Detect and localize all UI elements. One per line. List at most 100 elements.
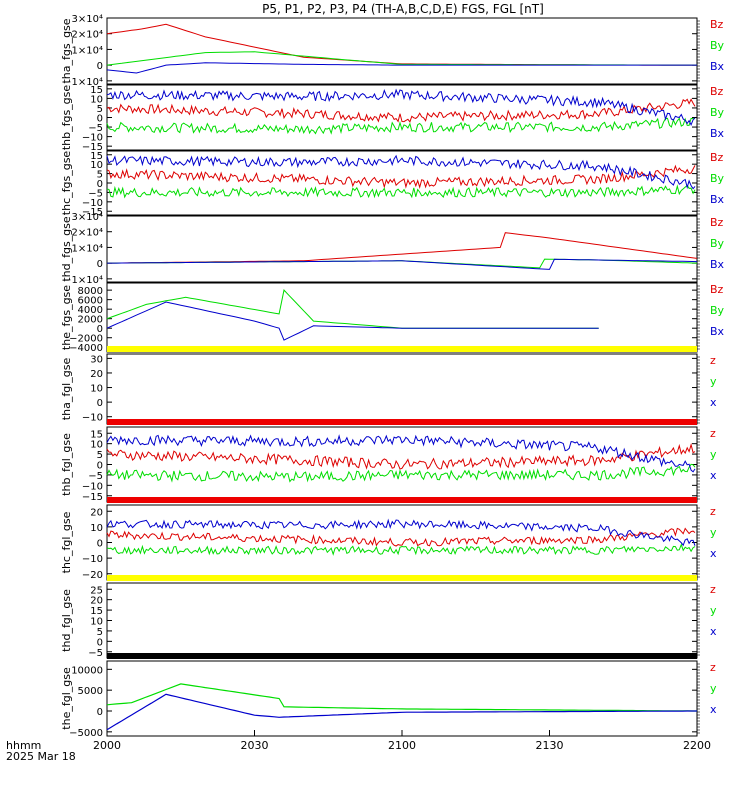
availability-bar bbox=[107, 497, 697, 503]
time-axis-label-hhmm: hhmm bbox=[6, 739, 41, 752]
legend-z: z bbox=[710, 427, 716, 440]
legend-bz: Bz bbox=[710, 18, 724, 31]
panel-frame bbox=[106, 582, 698, 659]
y-tick-label: −10 bbox=[82, 198, 103, 209]
y-tick-label: 0 bbox=[97, 707, 103, 718]
legend-bx: Bx bbox=[710, 325, 725, 338]
availability-bar bbox=[107, 653, 697, 659]
y-tick-label: 15 bbox=[90, 429, 103, 440]
panel-ylabel: thd_fgl_gse bbox=[60, 589, 73, 652]
panel-ylabel: the_fgs_gse bbox=[60, 285, 73, 350]
y-tick-label: 15 bbox=[90, 606, 103, 617]
y-tick-label: 10000 bbox=[71, 665, 103, 676]
y-tick-label: −15 bbox=[82, 492, 103, 503]
legend-y: y bbox=[710, 448, 717, 461]
panel-frame bbox=[106, 282, 698, 353]
y-tick-label: 0 bbox=[97, 179, 103, 190]
panel-ylabel: thb_fgs_gse bbox=[60, 85, 73, 151]
panel-ylabel: thc_fgs_gse bbox=[60, 151, 73, 216]
legend-z: z bbox=[710, 583, 716, 596]
availability-bar bbox=[107, 346, 697, 352]
y-tick-label: 10 bbox=[90, 94, 103, 105]
y-tick-label: −5 bbox=[88, 188, 103, 199]
time-tick-label: 2000 bbox=[93, 739, 121, 752]
y-tick-label: 5 bbox=[97, 104, 103, 115]
y-tick-label: 3×10⁴ bbox=[72, 14, 103, 25]
legend-bz: Bz bbox=[710, 283, 724, 296]
y-tick-label: 0 bbox=[97, 461, 103, 472]
y-tick-label: −10 bbox=[82, 413, 103, 424]
series-bz-line bbox=[106, 164, 696, 190]
legend-bx: Bx bbox=[710, 60, 725, 73]
legend-y: y bbox=[710, 604, 717, 617]
series-z-line bbox=[106, 527, 696, 547]
y-tick-label: 0 bbox=[97, 114, 103, 125]
y-tick-label: −10 bbox=[82, 554, 103, 565]
series-z-line bbox=[106, 442, 696, 470]
series-y-line bbox=[106, 463, 696, 483]
legend-bx: Bx bbox=[710, 127, 725, 140]
panel-frame bbox=[106, 84, 698, 151]
series-bz-line bbox=[106, 23, 697, 66]
legend-by: By bbox=[710, 172, 725, 185]
y-tick-label: 15 bbox=[90, 85, 103, 96]
series-bx-line bbox=[107, 258, 698, 270]
y-tick-label: 5 bbox=[97, 627, 103, 638]
y-tick-label: 20 bbox=[90, 369, 103, 380]
y-tick-label: 10 bbox=[90, 440, 103, 451]
legend-bz: Bz bbox=[710, 85, 724, 98]
series-by-line bbox=[106, 117, 695, 135]
time-axis-label-date: 2025 Mar 18 bbox=[6, 750, 76, 763]
y-tick-label: 2000 bbox=[78, 315, 103, 326]
y-tick-label: 4000 bbox=[78, 305, 103, 316]
plot-title: P5, P1, P2, P3, P4 (TH-A,B,C,D,E) FGS, F… bbox=[262, 2, 544, 16]
legend-x: x bbox=[710, 547, 717, 560]
y-tick-label: 25 bbox=[90, 585, 103, 596]
panel-thc-fgl-gse: 20 10 0 −10 −20 thc_fgl_gse zyx bbox=[60, 497, 717, 581]
y-tick-label: 0 bbox=[97, 324, 103, 335]
series-x-line bbox=[106, 434, 696, 473]
y-tick-label: −10 bbox=[82, 133, 103, 144]
series-bx-line bbox=[106, 154, 696, 190]
availability-bar bbox=[107, 575, 697, 581]
y-tick-label: 10 bbox=[90, 523, 103, 534]
panel-ylabel: tha_fgl_gse bbox=[60, 358, 73, 421]
panel-frame bbox=[106, 17, 698, 85]
series-bx-line bbox=[106, 88, 696, 127]
availability-bar bbox=[107, 419, 697, 425]
time-tick-label: 2200 bbox=[683, 739, 711, 752]
y-tick-label: 20 bbox=[90, 596, 103, 607]
y-tick-label: −15 bbox=[82, 207, 103, 218]
y-tick-label: −20 bbox=[82, 570, 103, 581]
legend-y: y bbox=[710, 526, 717, 539]
panel-frame bbox=[106, 215, 698, 283]
panel-frame bbox=[106, 504, 698, 581]
legend-x: x bbox=[710, 625, 717, 638]
series-bz-line bbox=[107, 232, 698, 264]
legend-by: By bbox=[710, 106, 725, 119]
y-tick-label: −1×10⁴ bbox=[63, 275, 103, 286]
time-tick-label: 2100 bbox=[388, 739, 416, 752]
y-tick-label: 2×10⁴ bbox=[72, 30, 103, 41]
legend-z: z bbox=[710, 505, 716, 518]
panel-ylabel: thc_fgl_gse bbox=[60, 511, 73, 573]
y-tick-label: 0 bbox=[97, 398, 103, 409]
y-tick-label: 0 bbox=[97, 259, 103, 270]
legend-bx: Bx bbox=[710, 258, 725, 271]
legend-x: x bbox=[710, 469, 717, 482]
y-tick-label: −5 bbox=[88, 123, 103, 134]
panel-ylabel: thb_fgl_gse bbox=[60, 433, 73, 496]
y-tick-label: 8000 bbox=[78, 286, 103, 297]
panel-ylabel: the_fgl_gse bbox=[60, 667, 73, 730]
legend-y: y bbox=[710, 682, 717, 695]
time-axis: 2000 2030 2100 2130 2200 bbox=[93, 730, 711, 752]
y-tick-label: 15 bbox=[90, 151, 103, 162]
series-bx-line bbox=[106, 62, 697, 74]
panel-tha-fgl-gse: 30 20 10 0 −10 tha_fgl_gse zyx bbox=[60, 346, 717, 425]
y-tick-label: −10 bbox=[82, 481, 103, 492]
legend-by: By bbox=[710, 304, 725, 317]
